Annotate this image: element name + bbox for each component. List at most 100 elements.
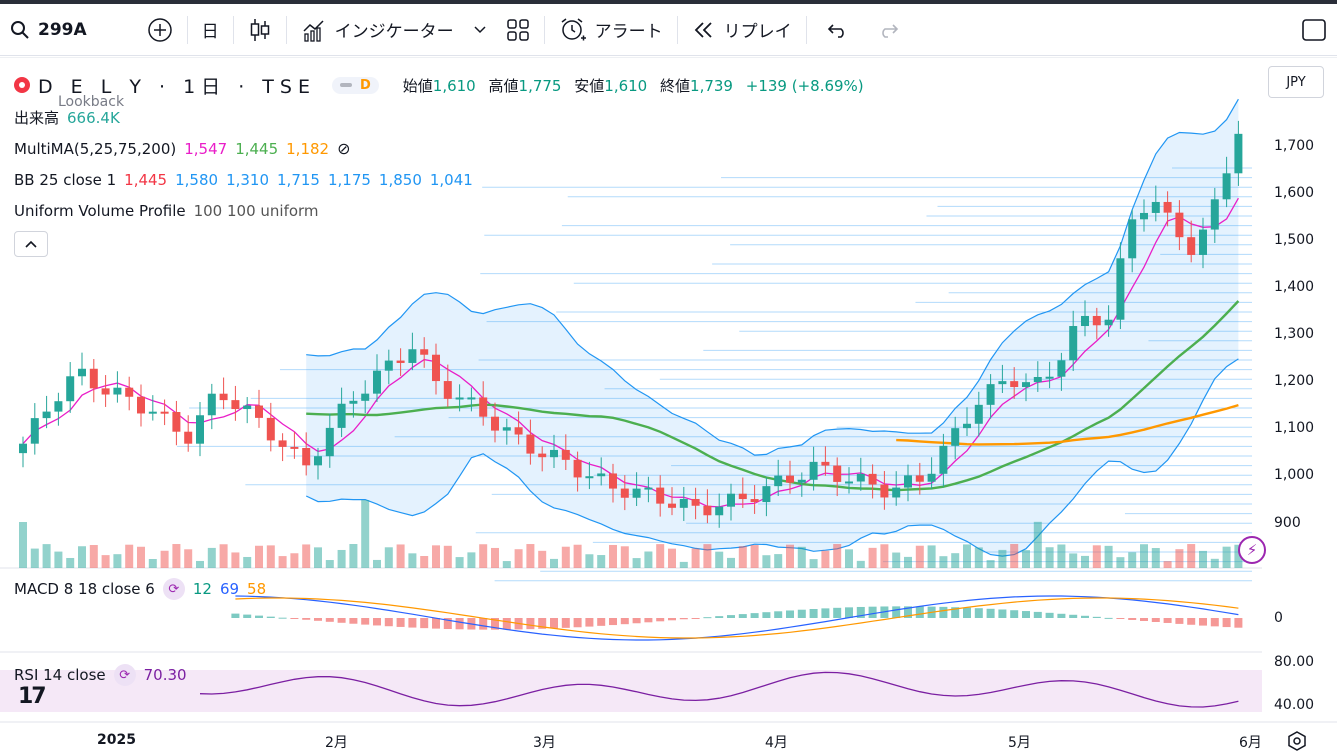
volume-bar bbox=[491, 547, 499, 568]
volume-bar bbox=[78, 546, 86, 568]
chart-area[interactable]: D E L Y · 1日 · TSE D 始値1,610 高値1,775 安値1… bbox=[0, 57, 1337, 754]
macd-histogram-bar bbox=[986, 608, 995, 618]
volume-bar bbox=[219, 544, 228, 568]
settings-gear-icon[interactable] bbox=[1286, 730, 1308, 752]
undo-button[interactable] bbox=[817, 10, 859, 50]
templates-button[interactable] bbox=[496, 10, 540, 50]
volume-bar bbox=[196, 560, 204, 568]
legend-symbol: D E L Y · 1日 · TSE bbox=[38, 75, 316, 98]
volume-bar bbox=[1057, 544, 1066, 568]
volume-bar bbox=[396, 544, 405, 568]
candle-body bbox=[184, 431, 193, 444]
volume-bar bbox=[750, 545, 759, 568]
currency-button[interactable]: JPY bbox=[1268, 66, 1324, 98]
candle-body bbox=[89, 368, 98, 389]
bb-lower-line bbox=[305, 358, 1239, 557]
candle-body bbox=[160, 411, 169, 414]
macd-histogram-bar bbox=[797, 609, 806, 618]
candle-body bbox=[314, 456, 322, 466]
candle-body bbox=[632, 488, 641, 498]
redo-button[interactable] bbox=[867, 10, 909, 50]
volume-bar bbox=[774, 554, 783, 568]
macd-histogram-bar bbox=[1022, 611, 1030, 618]
collapse-legend-button[interactable] bbox=[14, 231, 48, 257]
candle-body bbox=[361, 393, 370, 401]
macd-histogram-bar bbox=[632, 618, 641, 624]
replay-button[interactable]: リプレイ bbox=[682, 10, 802, 50]
indicators-dropdown[interactable] bbox=[464, 10, 496, 50]
volume-bar bbox=[1010, 544, 1019, 568]
macd-histogram-bar bbox=[762, 612, 771, 618]
candle-body bbox=[538, 453, 547, 458]
macd-histogram-bar bbox=[868, 606, 877, 618]
sync-icon[interactable]: ⟳ bbox=[113, 664, 136, 686]
macd-histogram-bar bbox=[715, 616, 724, 618]
compare-button[interactable] bbox=[137, 10, 183, 50]
volume-bar bbox=[1175, 549, 1184, 568]
macd-histogram-bar bbox=[243, 614, 252, 618]
macd-histogram-bar bbox=[325, 618, 334, 622]
status-bar-icon bbox=[339, 83, 352, 87]
hidden-eye-icon[interactable]: ⊘ bbox=[337, 139, 351, 158]
candle-body bbox=[998, 381, 1007, 385]
alert-button[interactable]: アラート bbox=[549, 10, 673, 50]
volume-bar bbox=[420, 556, 429, 568]
uvp-legend-row[interactable]: Uniform Volume Profile 100 100 uniform bbox=[14, 201, 319, 220]
interval-button[interactable]: 日 bbox=[192, 10, 229, 50]
volume-bar bbox=[939, 556, 948, 568]
volume-bar bbox=[325, 560, 334, 568]
macd-histogram-bar bbox=[1222, 618, 1231, 628]
volume-bar bbox=[727, 557, 735, 568]
candle-body bbox=[443, 381, 452, 399]
redo-icon bbox=[881, 23, 898, 38]
volume-bar bbox=[514, 549, 523, 568]
macd-histogram-bar bbox=[609, 618, 617, 626]
macd-histogram-bar bbox=[443, 618, 452, 630]
macd-histogram-bar bbox=[845, 607, 853, 618]
lightning-button[interactable]: ⚡ bbox=[1238, 536, 1266, 564]
layout-button[interactable] bbox=[1291, 10, 1337, 50]
volume-bar bbox=[1069, 553, 1078, 568]
sync-icon[interactable]: ⟳ bbox=[162, 578, 185, 600]
volume-bar bbox=[1187, 544, 1196, 568]
volume-bar bbox=[443, 545, 452, 568]
candle-body bbox=[172, 412, 181, 432]
candle-body bbox=[19, 443, 27, 454]
candle-body bbox=[30, 418, 39, 444]
grid-icon bbox=[506, 18, 529, 41]
chart-type-button[interactable] bbox=[238, 10, 282, 50]
candle-body bbox=[1163, 201, 1172, 213]
delay-badge[interactable]: D bbox=[331, 76, 379, 94]
macd-legend[interactable]: MACD 8 18 close 6 ⟳ 12 69 58 bbox=[14, 578, 267, 600]
candle-body bbox=[432, 354, 440, 382]
volume-bar bbox=[1045, 547, 1054, 568]
macd-histogram-bar bbox=[691, 618, 700, 619]
macd-histogram-bar bbox=[396, 618, 405, 627]
macd-histogram-bar bbox=[1234, 618, 1243, 628]
indicators-button[interactable]: インジケーター bbox=[291, 10, 464, 50]
bb-legend-row[interactable]: BB 25 close 1 1,445 1,580 1,310 1,715 1,… bbox=[14, 170, 473, 189]
x-tick: 6月 bbox=[1239, 735, 1262, 751]
symbol-search[interactable]: 299A bbox=[0, 10, 97, 50]
volume-bar bbox=[290, 553, 299, 568]
macd-histogram-bar bbox=[491, 618, 499, 630]
macd-histogram-bar bbox=[856, 606, 865, 618]
candle-body bbox=[396, 360, 405, 363]
rsi-legend[interactable]: RSI 14 close ⟳ 70.30 bbox=[14, 664, 187, 686]
tradingview-logo[interactable]: 17 bbox=[18, 684, 47, 709]
volume-bar bbox=[137, 546, 145, 568]
candle-body bbox=[727, 493, 735, 507]
chart-canvas[interactable] bbox=[0, 58, 1337, 754]
multima-legend-row[interactable]: MultiMA(5,25,75,200) 1,547 1,445 1,182 ⊘ bbox=[14, 139, 351, 158]
volume-bar bbox=[597, 555, 606, 568]
candle-body bbox=[373, 370, 381, 394]
volume-legend-row[interactable]: 出来高 666.4K bbox=[14, 108, 120, 128]
macd-histogram-bar bbox=[1175, 618, 1184, 624]
macd-histogram-bar bbox=[644, 618, 653, 623]
candle-body bbox=[974, 404, 983, 424]
symbol-legend-row[interactable]: D E L Y · 1日 · TSE D 始値1,610 高値1,775 安値1… bbox=[14, 70, 872, 100]
volume-bar bbox=[207, 547, 216, 568]
chevron-down-icon bbox=[474, 25, 486, 33]
price-tick: 1,300 bbox=[1274, 326, 1315, 342]
candle-body bbox=[349, 400, 358, 404]
